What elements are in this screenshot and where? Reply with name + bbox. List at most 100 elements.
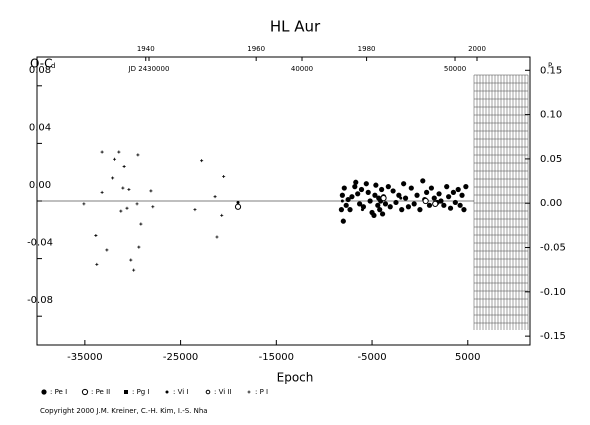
jd-tick-label: 50000 (444, 65, 466, 73)
point (358, 186, 365, 193)
legend-label: : P I (255, 388, 268, 396)
point (338, 207, 345, 213)
point (379, 186, 385, 193)
point (461, 207, 467, 213)
x-label: Epoch (277, 371, 314, 385)
point (117, 150, 121, 154)
point (408, 185, 414, 191)
point (367, 198, 373, 204)
year-tick-label: 1980 (358, 45, 376, 53)
point (129, 258, 133, 262)
point (105, 248, 109, 252)
point (122, 164, 126, 168)
point (441, 202, 447, 208)
point (125, 206, 129, 210)
point (132, 268, 136, 272)
legend-label: : Vi I (173, 388, 188, 396)
chart-title: HL Aur (270, 18, 321, 36)
y2-tick-label: -0.15 (540, 331, 566, 342)
legend-label: : Pe II (91, 388, 110, 396)
point (455, 186, 461, 193)
point (424, 189, 430, 195)
point (360, 208, 364, 212)
y2-tick-label: 0.15 (540, 65, 562, 76)
point (345, 196, 351, 203)
y2-tick-label: -0.05 (540, 243, 566, 254)
point (373, 182, 379, 188)
point (438, 198, 444, 204)
copyright: Copyright 2000 J.M. Kreiner, C.-H. Kim, … (40, 407, 208, 415)
point (100, 190, 104, 194)
point (463, 184, 469, 190)
point (339, 192, 345, 198)
point (422, 197, 429, 205)
y2-unit: P (548, 61, 552, 69)
y2-tick-label: 0.05 (540, 154, 562, 165)
point (428, 185, 434, 191)
point (215, 235, 219, 239)
point (139, 222, 143, 226)
point (426, 202, 433, 208)
point (371, 212, 377, 218)
point (247, 390, 251, 394)
point (357, 201, 363, 207)
point (365, 189, 371, 195)
point (41, 389, 47, 395)
point (402, 195, 409, 201)
point (377, 207, 383, 213)
point (340, 218, 346, 224)
point (213, 195, 217, 199)
point (100, 150, 104, 154)
point (401, 181, 407, 187)
year-tick-label: 1940 (137, 45, 155, 53)
point (450, 189, 457, 195)
point (340, 199, 344, 203)
point (396, 192, 402, 198)
point (343, 202, 349, 208)
point (349, 194, 355, 200)
y-unit: d (51, 62, 55, 70)
point (379, 211, 386, 217)
y-tick-label: 0.04 (29, 122, 51, 133)
point (193, 208, 197, 212)
point (380, 195, 387, 202)
point (393, 199, 399, 206)
point (113, 157, 117, 161)
point (149, 189, 153, 193)
y2-tick-label: 0.00 (540, 198, 562, 209)
jd-tick-label: JD 2430000 (128, 65, 170, 73)
point (387, 204, 393, 210)
point (452, 199, 458, 206)
point (363, 181, 369, 187)
point (444, 184, 450, 190)
jd-tick-label: 40000 (291, 65, 313, 73)
point (447, 205, 454, 211)
point (82, 202, 86, 206)
point (136, 153, 140, 157)
point (411, 201, 417, 207)
point (121, 186, 125, 190)
point (347, 207, 353, 213)
point (124, 390, 128, 394)
point (399, 196, 403, 200)
x-tick-label: -35000 (67, 352, 102, 363)
point (382, 201, 389, 207)
point (360, 204, 367, 210)
y-tick-label: -0.08 (27, 295, 53, 306)
x-tick-label: -15000 (259, 352, 294, 363)
x-tick-label: -5000 (358, 352, 387, 363)
point (414, 192, 420, 198)
point (137, 245, 141, 249)
point (95, 262, 99, 266)
point (135, 202, 139, 206)
point (399, 207, 405, 213)
legend-label: : Pg I (132, 388, 150, 396)
point (352, 184, 358, 190)
y-label: O-C (30, 57, 53, 71)
point (459, 192, 465, 198)
point (375, 202, 381, 208)
y2-tick-label: -0.10 (540, 287, 566, 298)
point (234, 203, 242, 210)
point (151, 205, 155, 209)
